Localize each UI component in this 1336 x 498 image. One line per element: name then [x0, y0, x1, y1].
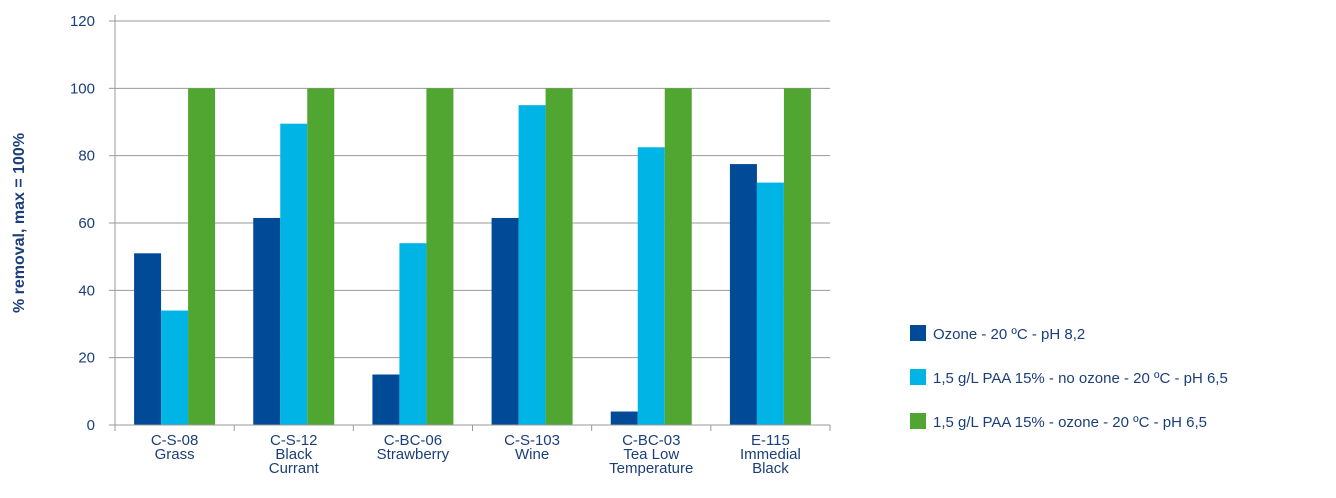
x-tick-label: Immedial: [740, 446, 801, 463]
legend-label: 1,5 g/L PAA 15% - ozone - 20 ºC - pH 6,5: [933, 414, 1207, 431]
x-tick-label: Temperature: [609, 460, 693, 477]
y-tick-label: 20: [78, 350, 95, 367]
bar: [610, 411, 638, 425]
legend-swatch: [910, 325, 926, 341]
x-tick-label: Black: [275, 446, 312, 463]
x-tick-label: C-S-103: [504, 432, 560, 449]
y-tick-label: 60: [78, 215, 95, 232]
legend-swatch: [910, 369, 926, 385]
x-axis-labels: C-S-08GrassC-S-12BlackCurrantC-BC-06Stra…: [151, 432, 801, 477]
legend-label: Ozone - 20 ºC - pH 8,2: [933, 326, 1085, 343]
x-tick-label: Wine: [515, 446, 549, 463]
bar: [783, 88, 811, 425]
bar: [664, 88, 692, 425]
y-tick-label: 80: [78, 148, 95, 165]
bar: [518, 105, 546, 426]
bar: [426, 88, 454, 425]
x-tick-label: Strawberry: [377, 446, 450, 463]
bar: [161, 310, 189, 425]
y-tick-label: 0: [87, 417, 95, 434]
x-tick-label: E-115: [751, 432, 790, 449]
axes: [114, 15, 831, 431]
y-axis-title: % removal, max = 100%: [11, 133, 28, 313]
bar: [491, 217, 519, 425]
legend-label: 1,5 g/L PAA 15% - no ozone - 20 ºC - pH …: [933, 370, 1228, 387]
bar: [372, 374, 400, 425]
legend-swatch: [910, 413, 926, 429]
x-tick-label: C-S-12: [270, 432, 318, 449]
bar: [134, 253, 162, 425]
bar: [729, 164, 757, 426]
x-tick-label: C-BC-06: [384, 432, 442, 449]
y-tick-label: 40: [78, 282, 95, 299]
bar: [399, 243, 427, 425]
x-tick-label: Grass: [155, 446, 195, 463]
bar: [307, 88, 335, 425]
bar: [188, 88, 216, 425]
x-tick-label: Black: [752, 460, 789, 477]
gridlines: [115, 20, 830, 359]
y-tick-label: 120: [70, 13, 95, 30]
bars: [134, 88, 811, 426]
bar: [756, 182, 784, 425]
bar: [637, 147, 665, 425]
x-tick-label: Currant: [269, 460, 320, 477]
bar: [545, 88, 573, 425]
y-axis-ticks: 0 20 40 60 80 100 120: [70, 13, 115, 434]
y-tick-label: 100: [70, 80, 95, 97]
x-tick-label: C-S-08: [151, 432, 199, 449]
legend: Ozone - 20 ºC - pH 8,2 1,5 g/L PAA 15% - …: [910, 325, 1228, 431]
bar: [280, 123, 308, 425]
x-tick-label: C-BC-03: [622, 432, 680, 449]
x-tick-label: Tea Low: [623, 446, 679, 463]
bar: [253, 217, 281, 425]
